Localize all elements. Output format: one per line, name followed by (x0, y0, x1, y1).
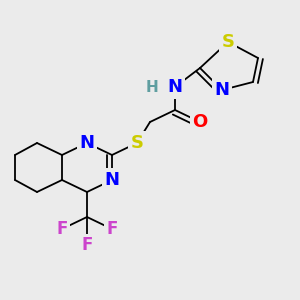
Text: F: F (56, 220, 68, 238)
Text: S: S (130, 134, 143, 152)
Text: N: N (80, 134, 94, 152)
Text: F: F (106, 220, 118, 238)
Text: O: O (192, 113, 208, 131)
Text: S: S (221, 33, 235, 51)
Text: F: F (81, 236, 93, 254)
Text: N: N (167, 78, 182, 96)
Text: N: N (214, 81, 230, 99)
Text: H: H (146, 80, 158, 94)
Text: N: N (104, 171, 119, 189)
Text: H: H (146, 80, 158, 94)
